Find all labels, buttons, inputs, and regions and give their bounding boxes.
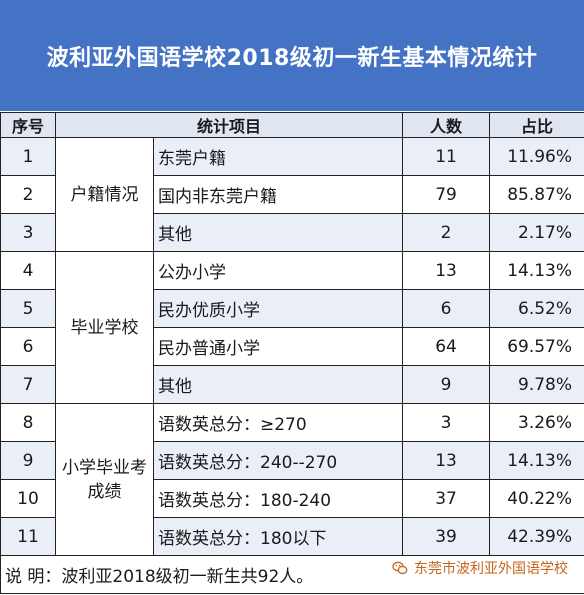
- row-item: 语数英总分：180-240: [152, 479, 404, 518]
- row-no: 10: [0, 479, 56, 518]
- row-count: 64: [402, 327, 491, 366]
- row-no: 3: [0, 213, 56, 252]
- row-no: 9: [0, 441, 56, 480]
- row-pct: 69.57%: [489, 327, 584, 366]
- table-row: 5 民办优质小学 6 6.52%: [0, 289, 584, 328]
- row-no: 4: [0, 251, 56, 290]
- row-pct: 6.52%: [489, 289, 584, 328]
- row-no: 5: [0, 289, 56, 328]
- category-exam: 小学毕业考 成绩: [55, 403, 154, 556]
- row-count: 2: [402, 213, 491, 252]
- watermark: 东莞市波利亚外国语学校: [392, 558, 568, 578]
- row-item: 语数英总分：180以下: [152, 517, 404, 556]
- header-count: 人数: [402, 112, 491, 138]
- row-count: 9: [402, 365, 491, 404]
- row-item: 民办优质小学: [152, 289, 404, 328]
- row-pct: 42.39%: [489, 517, 584, 556]
- category-school: 毕业学校: [55, 251, 154, 404]
- table-row: 7 其他 9 9.78%: [0, 365, 584, 404]
- header-pct: 占比: [489, 112, 584, 138]
- row-item: 民办普通小学: [152, 327, 404, 366]
- table-row: 8 小学毕业考 成绩 语数英总分：≥270 3 3.26%: [0, 403, 584, 556]
- wechat-icon: [392, 560, 408, 576]
- row-item: 其他: [152, 365, 404, 404]
- row-pct: 3.26%: [489, 403, 584, 442]
- row-no: 6: [0, 327, 56, 366]
- table-row: 2 国内非东莞户籍 79 85.87%: [0, 175, 584, 214]
- row-pct: 9.78%: [489, 365, 584, 404]
- row-count: 37: [402, 479, 491, 518]
- row-item: 东莞户籍: [152, 137, 404, 176]
- row-no: 11: [0, 517, 56, 556]
- row-count: 6: [402, 289, 491, 328]
- row-no: 7: [0, 365, 56, 404]
- row-no: 8: [0, 403, 56, 442]
- row-count: 3: [402, 403, 491, 442]
- row-no: 2: [0, 175, 56, 214]
- row-pct: 14.13%: [489, 441, 584, 480]
- table-row: 4 毕业学校 公办小学 13 14.13%: [0, 251, 584, 404]
- table-header-row: 序号 统计项目 人数 占比: [0, 112, 584, 138]
- row-pct: 14.13%: [489, 251, 584, 290]
- category-huji: 户籍情况: [55, 137, 154, 252]
- row-item: 其他: [152, 213, 404, 252]
- row-item: 语数英总分：≥270: [152, 403, 404, 442]
- row-pct: 85.87%: [489, 175, 584, 214]
- table-row: 6 民办普通小学 64 69.57%: [0, 327, 584, 366]
- row-pct: 11.96%: [489, 137, 584, 176]
- row-count: 39: [402, 517, 491, 556]
- row-item: 国内非东莞户籍: [152, 175, 404, 214]
- row-count: 13: [402, 251, 491, 290]
- row-pct: 2.17%: [489, 213, 584, 252]
- header-item: 统计项目: [54, 112, 404, 138]
- row-count: 11: [402, 137, 491, 176]
- row-pct: 40.22%: [489, 479, 584, 518]
- table-row: 3 其他 2 2.17%: [0, 213, 584, 252]
- row-count: 79: [402, 175, 491, 214]
- category-exam-line2: 成绩: [87, 481, 122, 502]
- stats-table: 序号 统计项目 人数 占比 1 户籍情况 东莞户籍 11 11.96% 2 国内…: [0, 112, 584, 594]
- table-row: 9 语数英总分：240--270 13 14.13%: [0, 441, 584, 480]
- row-no: 1: [0, 137, 56, 176]
- row-item: 公办小学: [152, 251, 404, 290]
- row-count: 13: [402, 441, 491, 480]
- table-row: 11 语数英总分：180以下 39 42.39%: [0, 517, 584, 556]
- page-title: 波利亚外国语学校2018级初一新生基本情况统计: [0, 0, 584, 111]
- header-no: 序号: [0, 112, 56, 138]
- watermark-text: 东莞市波利亚外国语学校: [414, 561, 568, 577]
- table-row: 1 户籍情况 东莞户籍 11 11.96%: [0, 137, 584, 252]
- category-exam-line1: 小学毕业考: [62, 457, 147, 478]
- row-item: 语数英总分：240--270: [152, 441, 404, 480]
